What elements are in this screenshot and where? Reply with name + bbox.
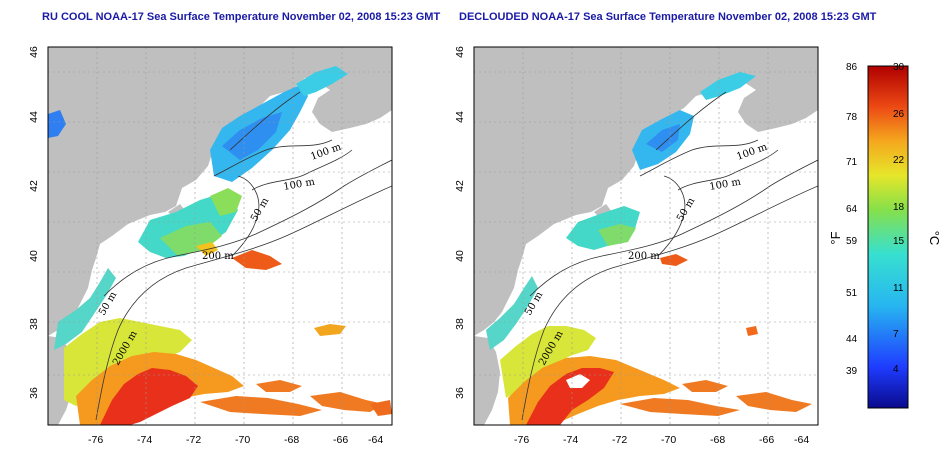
left-contour-label-200m: 200 m xyxy=(202,251,234,262)
right-lon-tick: -74 xyxy=(563,434,578,446)
fahrenheit-tick: 51 xyxy=(846,288,858,299)
left-sst-nantucket-green xyxy=(210,188,242,216)
right-lon-tick: -66 xyxy=(759,434,774,446)
left-lat-tick: 40 xyxy=(28,250,40,262)
right-map-content xyxy=(474,47,818,425)
left-contour-50m xyxy=(229,91,301,257)
left-map-frame xyxy=(47,46,393,426)
fahrenheit-tick: 64 xyxy=(846,204,858,215)
fahrenheit-tick: 86 xyxy=(846,62,858,73)
right-sst-small-warm-patch xyxy=(746,326,758,336)
right-lat-tick: 46 xyxy=(454,46,466,58)
left-lon-tick: -64 xyxy=(368,434,383,446)
right-sst-warm-spot xyxy=(660,254,688,266)
left-sst-maine-deep xyxy=(222,112,282,160)
left-sst-east-orange xyxy=(370,400,392,416)
left-land-mainland xyxy=(48,47,392,336)
right-lat-ticks: 46 44 42 40 38 36 xyxy=(454,46,466,399)
right-lon-ticks: -76 -74 -72 -70 -68 -66 -64 xyxy=(514,434,809,446)
left-lon-ticks: -76 -74 -72 -70 -68 -66 -64 xyxy=(88,434,383,446)
celsius-tick: 11 xyxy=(893,283,904,294)
left-map-panel: 100 m 100 m 50 m 200 m 50 m 2000 m -76 -… xyxy=(28,46,393,446)
right-land-delmarva xyxy=(474,336,500,425)
fahrenheit-tick: 71 xyxy=(846,157,858,168)
right-lon-tick: -70 xyxy=(661,434,676,446)
left-sst-gulf-stream-core xyxy=(100,368,198,425)
right-sst-scotian-north xyxy=(700,72,756,100)
right-sst-maine-deep xyxy=(646,124,680,152)
right-sst-gulf-stream-core xyxy=(526,368,614,425)
left-lon-tick: -66 xyxy=(333,434,348,446)
left-map-title: RU COOL NOAA-17 Sea Surface Temperature … xyxy=(42,11,441,23)
left-sst-shelf-band xyxy=(138,192,238,258)
celsius-tick: 15 xyxy=(893,236,905,247)
left-sst-scotian-north xyxy=(296,66,348,96)
right-sst-south-yellow xyxy=(500,326,596,398)
fahrenheit-tick: 44 xyxy=(846,334,858,345)
right-lon-tick: -76 xyxy=(514,434,529,446)
right-lat-tick: 42 xyxy=(454,180,466,192)
left-lon-tick: -72 xyxy=(186,434,201,446)
right-contour-50m xyxy=(655,91,727,257)
fahrenheit-tick: 59 xyxy=(846,236,858,247)
right-contour-200m xyxy=(529,159,818,297)
right-lat-tick: 40 xyxy=(454,250,466,262)
left-lat-tick: 38 xyxy=(28,318,40,330)
right-lon-tick: -68 xyxy=(710,434,725,446)
right-land-mainland xyxy=(474,47,818,336)
colorbar-fahrenheit-ticks: 86 78 71 64 59 51 44 39 xyxy=(846,62,858,377)
right-lat-tick: 36 xyxy=(454,387,466,399)
colorbar-celsius-ticks: 30 26 22 18 15 11 7 4 xyxy=(893,62,905,375)
right-graticule xyxy=(474,47,818,425)
left-lat-tick: 36 xyxy=(28,387,40,399)
celsius-tick: 7 xyxy=(893,329,899,340)
celsius-tick: 22 xyxy=(893,155,905,166)
left-sst-warm-eddy xyxy=(232,250,282,270)
right-lon-tick: -64 xyxy=(794,434,809,446)
left-sst-coastal-strip xyxy=(54,268,116,350)
left-sst-west-patch xyxy=(48,110,66,138)
celsius-unit-label: °C xyxy=(927,231,942,246)
right-contour-2000m xyxy=(521,185,818,421)
right-lon-tick: -72 xyxy=(612,434,627,446)
left-sst-sargasso-streaks xyxy=(200,380,384,416)
left-lat-tick: 46 xyxy=(28,46,40,58)
colorbar-gradient xyxy=(867,65,909,409)
celsius-tick: 30 xyxy=(893,62,905,73)
left-contour-2000m xyxy=(95,185,392,421)
celsius-tick: 18 xyxy=(893,202,905,213)
left-graticule xyxy=(48,47,392,425)
right-sst-shelf-green xyxy=(598,224,636,246)
left-sst-small-warm-patch xyxy=(314,324,346,336)
left-lat-tick: 42 xyxy=(28,180,40,192)
right-contour-100m xyxy=(639,139,779,191)
left-lat-ticks: 46 44 42 40 38 36 xyxy=(28,46,40,399)
fahrenheit-tick: 39 xyxy=(846,366,858,377)
left-lon-tick: -68 xyxy=(284,434,299,446)
colorbar: 86 78 71 64 59 51 44 39 30 26 22 18 15 1… xyxy=(828,62,942,409)
right-lat-tick: 38 xyxy=(454,318,466,330)
left-lon-tick: -70 xyxy=(235,434,250,446)
left-contour-100m xyxy=(213,139,353,191)
fahrenheit-tick: 78 xyxy=(846,112,858,123)
left-lat-tick: 44 xyxy=(28,111,40,123)
celsius-tick: 26 xyxy=(893,109,905,120)
left-lon-tick: -76 xyxy=(88,434,103,446)
fahrenheit-unit-label: °F xyxy=(828,231,843,244)
right-map-frame xyxy=(473,46,819,426)
right-lat-tick: 44 xyxy=(454,111,466,123)
right-map-title: DECLOUDED NOAA-17 Sea Surface Temperatur… xyxy=(459,11,877,23)
celsius-tick: 4 xyxy=(893,364,899,375)
right-map-panel: 100 m 100 m 50 m 200 m 50 m 2000 m -76 -… xyxy=(454,46,819,446)
right-sst-sargasso-streaks xyxy=(620,380,812,416)
left-contour-200m xyxy=(103,159,392,297)
left-sst-warm-eddy-yellow xyxy=(196,242,218,256)
left-map-content xyxy=(48,47,392,425)
left-lon-tick: -74 xyxy=(137,434,152,446)
right-sst-coastal-strip xyxy=(486,276,538,350)
right-contour-label-200m: 200 m xyxy=(628,251,660,262)
